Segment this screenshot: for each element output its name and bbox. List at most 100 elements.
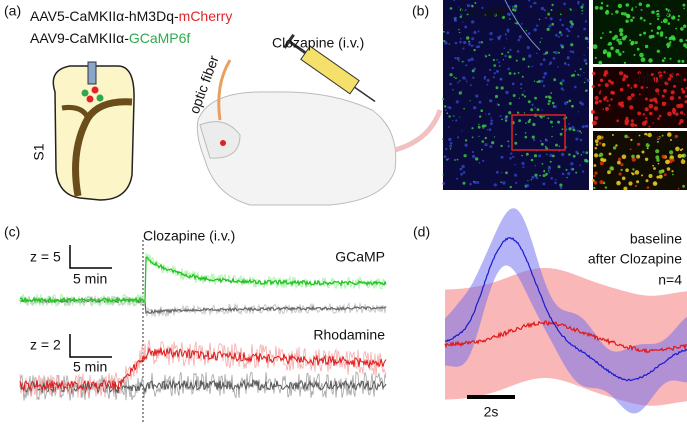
speckle: [542, 53, 545, 56]
speckle: [604, 10, 610, 15]
speckle: [551, 22, 555, 26]
time-scale: 5 min: [73, 271, 107, 287]
speckle: [534, 96, 537, 100]
speckle: [585, 124, 589, 128]
speckle: [521, 75, 524, 78]
speckle: [521, 161, 525, 166]
speckle: [492, 76, 495, 79]
speckle: [566, 34, 569, 38]
speckle: [473, 67, 477, 71]
speckle: [484, 54, 487, 57]
speckle: [609, 30, 612, 34]
speckle: [517, 38, 521, 42]
roi-box: [511, 114, 566, 151]
speckle: [509, 185, 512, 189]
speckle: [626, 84, 630, 87]
speckle: [538, 154, 542, 158]
speckle: [579, 130, 581, 133]
speckle: [463, 107, 465, 110]
speckle: [566, 56, 570, 60]
speckle: [646, 147, 649, 150]
speckle: [593, 174, 596, 178]
speckle: [484, 136, 487, 140]
speckle: [648, 58, 653, 63]
speckle: [478, 123, 480, 126]
speckle: [458, 28, 460, 31]
speckle: [484, 14, 487, 16]
speckle: [473, 106, 477, 110]
speckle: [599, 90, 602, 93]
speckle: [606, 4, 609, 8]
speckle: [488, 128, 492, 132]
speckle: [603, 97, 607, 101]
speckle: [639, 52, 644, 58]
speckle: [631, 154, 635, 159]
speckle: [633, 83, 638, 88]
legend-entry: baseline: [630, 231, 682, 247]
speckle: [466, 80, 468, 83]
speckle: [577, 0, 580, 4]
speckle: [525, 122, 527, 124]
speckle: [530, 158, 534, 162]
speckle: [509, 48, 512, 52]
speckle: [652, 164, 654, 167]
speckle: [478, 100, 482, 104]
speckle: [559, 18, 562, 22]
speckle: [673, 84, 676, 88]
speckle: [598, 99, 602, 103]
speckle: [594, 147, 597, 150]
speckle: [572, 128, 576, 132]
speckle: [462, 47, 465, 50]
speckle: [679, 119, 684, 124]
speckle: [492, 58, 495, 62]
speckle: [547, 117, 550, 120]
speckle: [586, 46, 589, 49]
speckle: [683, 113, 686, 116]
speckle: [626, 14, 631, 19]
speckle: [492, 38, 494, 40]
speckle: [579, 101, 583, 105]
speckle: [598, 92, 601, 95]
speckle: [622, 50, 625, 53]
speckle: [555, 33, 558, 37]
speckle: [558, 35, 560, 38]
panel-label: (d): [413, 224, 430, 240]
speckle: [602, 160, 605, 163]
speckle: [631, 7, 634, 9]
speckle: [546, 153, 548, 155]
speckle: [527, 120, 531, 124]
speckle: [583, 71, 585, 74]
speckle: [639, 16, 643, 20]
speckle: [598, 60, 603, 65]
speckle: [463, 40, 467, 45]
speckle: [580, 132, 582, 134]
speckle: [552, 56, 556, 60]
speckle: [658, 174, 663, 179]
speckle: [464, 9, 467, 12]
speckle: [671, 15, 676, 20]
speckle: [594, 153, 599, 158]
speckle: [505, 115, 508, 118]
speckle: [480, 109, 484, 112]
speckle: [678, 96, 681, 99]
speckle: [501, 118, 503, 121]
speckle: [667, 9, 671, 13]
speckle: [666, 167, 671, 171]
speckle: [599, 78, 604, 83]
speckle: [570, 43, 574, 47]
speckle: [581, 13, 583, 15]
speckle: [581, 170, 585, 173]
speckle: [507, 145, 510, 148]
speckle: [554, 178, 557, 181]
speckle: [461, 60, 464, 63]
speckle: [681, 59, 685, 63]
speckle: [683, 7, 685, 10]
speckle: [599, 180, 604, 185]
speckle: [634, 170, 640, 175]
speckle: [567, 29, 571, 33]
speckle: [624, 121, 629, 126]
speckle: [465, 64, 468, 67]
speckle: [493, 136, 496, 138]
speckle: [551, 3, 554, 7]
speckle: [548, 171, 550, 174]
